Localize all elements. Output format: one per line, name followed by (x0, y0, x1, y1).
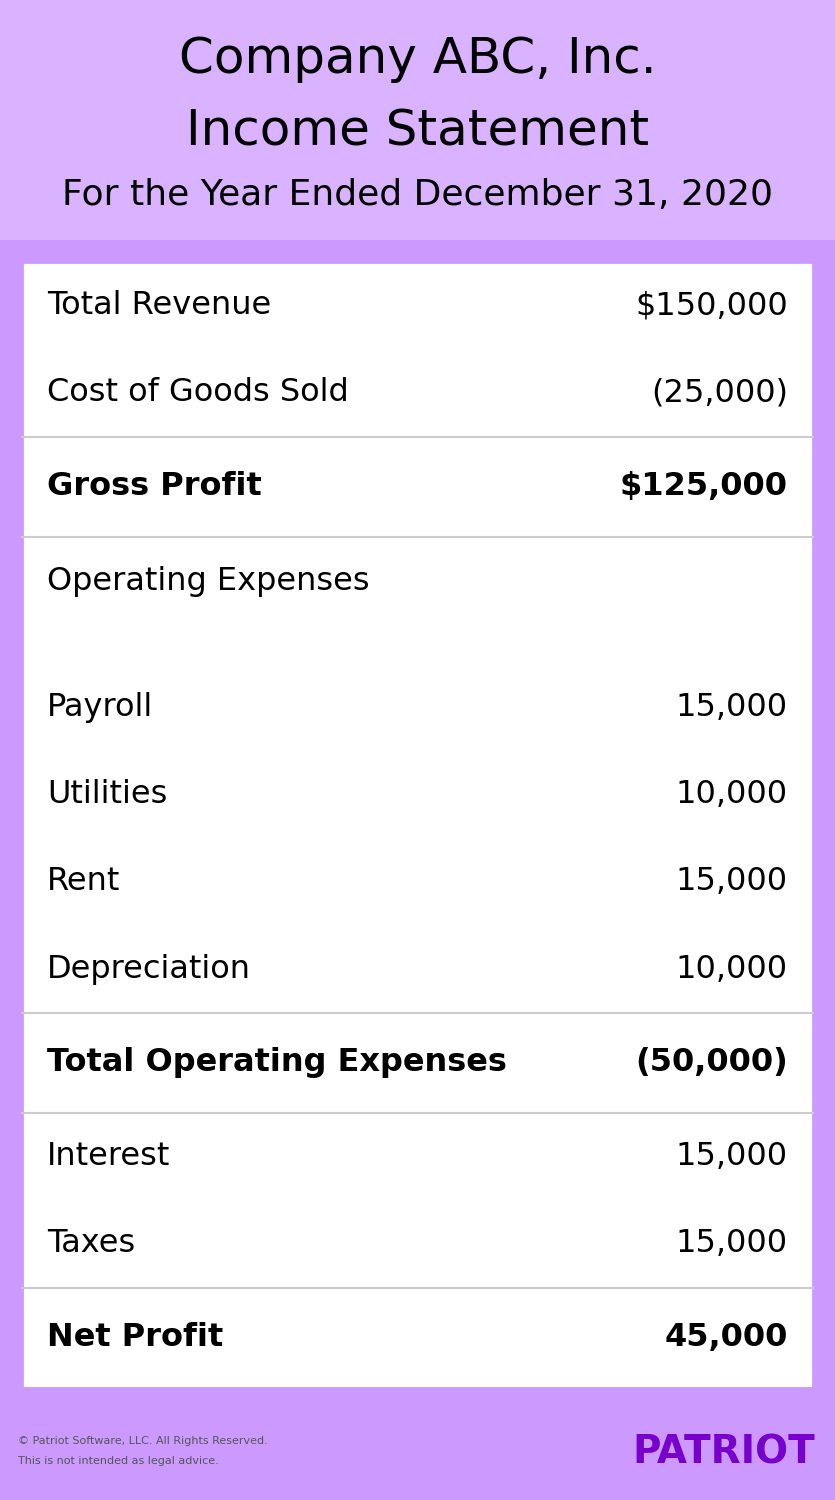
Text: Company ABC, Inc.: Company ABC, Inc. (179, 34, 656, 82)
Text: Gross Profit: Gross Profit (47, 471, 261, 502)
Text: Income Statement: Income Statement (186, 108, 649, 156)
Text: (50,000): (50,000) (635, 1047, 788, 1078)
Text: Taxes: Taxes (47, 1228, 135, 1260)
FancyBboxPatch shape (22, 262, 813, 1388)
Text: Utilities: Utilities (47, 778, 167, 810)
Text: $125,000: $125,000 (620, 471, 788, 502)
Text: Depreciation: Depreciation (47, 954, 251, 984)
Text: Net Profit: Net Profit (47, 1323, 223, 1353)
Text: Operating Expenses: Operating Expenses (47, 566, 370, 597)
Text: © Patriot Software, LLC. All Rights Reserved.: © Patriot Software, LLC. All Rights Rese… (18, 1436, 268, 1446)
Text: For the Year Ended December 31, 2020: For the Year Ended December 31, 2020 (62, 178, 773, 212)
Text: 10,000: 10,000 (676, 778, 788, 810)
Text: Rent: Rent (47, 865, 120, 897)
Text: This is not intended as legal advice.: This is not intended as legal advice. (18, 1455, 219, 1466)
Text: (25,000): (25,000) (651, 378, 788, 408)
Text: PATRIOT: PATRIOT (632, 1434, 815, 1472)
Text: 10,000: 10,000 (676, 954, 788, 984)
FancyBboxPatch shape (0, 0, 835, 240)
Text: Payroll: Payroll (47, 692, 154, 723)
Text: Cost of Goods Sold: Cost of Goods Sold (47, 378, 349, 408)
Text: 15,000: 15,000 (676, 865, 788, 897)
Text: 15,000: 15,000 (676, 692, 788, 723)
Text: Total Revenue: Total Revenue (47, 290, 271, 321)
Text: 15,000: 15,000 (676, 1228, 788, 1260)
Text: Interest: Interest (47, 1142, 170, 1172)
Text: 15,000: 15,000 (676, 1142, 788, 1172)
Text: $150,000: $150,000 (635, 290, 788, 321)
Text: Total Operating Expenses: Total Operating Expenses (47, 1047, 507, 1078)
Text: 45,000: 45,000 (665, 1323, 788, 1353)
